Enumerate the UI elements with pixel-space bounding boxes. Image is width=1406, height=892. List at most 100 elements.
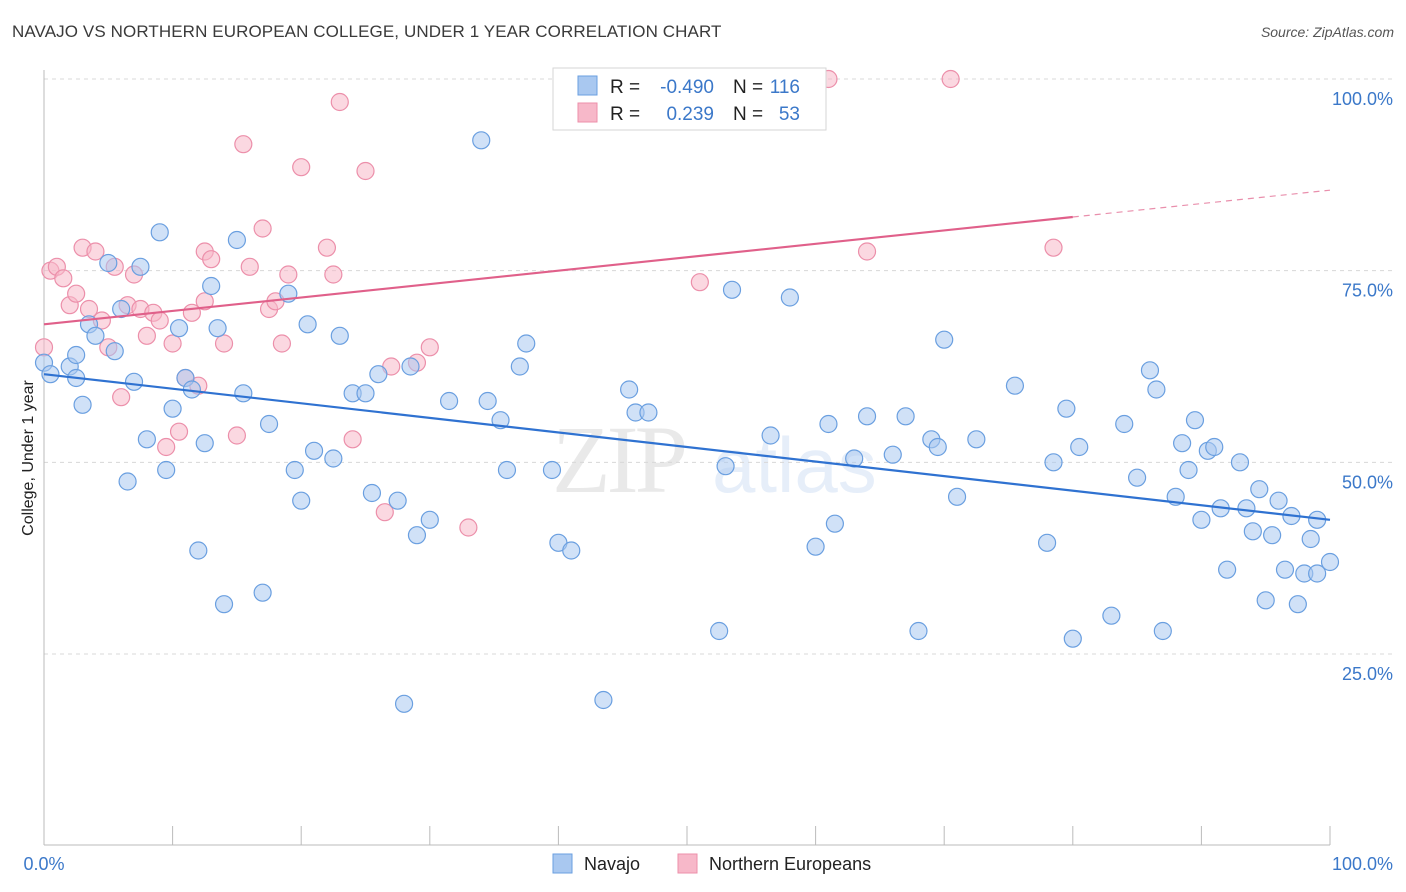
navajo-point: [780, 288, 799, 307]
navajo-point: [124, 372, 144, 391]
northern-europeans-point: [690, 273, 709, 292]
navajo-point: [472, 131, 491, 150]
series-legend: Navajo Northern Europeans: [552, 853, 871, 874]
navajo-point: [1140, 361, 1160, 380]
navajo-point: [189, 541, 208, 560]
northern-europeans-point: [279, 265, 298, 284]
navajo-point: [928, 437, 947, 457]
navajo-point: [1275, 560, 1295, 579]
legend-n-navajo: 116: [770, 77, 800, 98]
northern-europeans-point: [272, 334, 292, 353]
navajo-point: [1185, 411, 1205, 430]
navajo-point: [1308, 564, 1327, 583]
x-tick-label: 0.0%: [23, 854, 64, 874]
navajo-point: [67, 345, 86, 365]
northern-europeans-point: [240, 257, 259, 276]
navajo-point: [857, 407, 877, 426]
x-axis-ticks: 0.0% 100.0%: [23, 826, 1393, 874]
bottom-legend-navajo: Navajo: [584, 854, 640, 874]
navajo-point: [150, 223, 169, 242]
northern-europeans-point: [227, 426, 246, 445]
chart-title: NAVAJO VS NORTHERN EUROPEAN COLLEGE, UND…: [12, 22, 722, 41]
northern-europeans-point: [324, 265, 343, 284]
navajo-point: [169, 319, 189, 338]
northern-europeans-point: [420, 338, 439, 357]
northern-europeans-point: [857, 242, 877, 261]
navajo-point: [157, 460, 176, 480]
navajo-point: [73, 395, 92, 414]
navajo-point: [401, 357, 420, 376]
navajo-point: [388, 491, 407, 510]
navajo-point: [1057, 399, 1076, 418]
navajo-point: [439, 391, 459, 411]
navajo-point: [510, 357, 529, 376]
navajo-point: [1320, 552, 1340, 572]
navajo-point: [356, 384, 375, 403]
navajo-point: [935, 330, 954, 349]
navajo-point: [1127, 468, 1147, 487]
navajo-point: [1230, 453, 1250, 472]
gridlines: [44, 78, 1392, 655]
svg-text:ZIP: ZIP: [552, 406, 685, 513]
northern-europeans-point: [214, 334, 234, 353]
navajo-point: [1063, 629, 1082, 648]
navajo-point: [1179, 460, 1198, 480]
y-axis-label: College, Under 1 year: [20, 380, 37, 536]
navajo-point: [1037, 533, 1057, 552]
navajo-point: [967, 430, 986, 449]
axes: [43, 70, 1330, 846]
northern-europeans-point: [202, 250, 221, 269]
northern-europeans-point: [67, 284, 86, 303]
navajo-point: [542, 460, 562, 480]
northern-europeans-point: [253, 219, 272, 238]
navajo-point: [1301, 529, 1320, 549]
northern-europeans-point: [941, 69, 960, 89]
navajo-point: [118, 472, 137, 491]
northern-europeans-point: [169, 422, 189, 441]
navajo-point: [716, 457, 735, 476]
y-axis-ticks: 25.0% 50.0% 75.0% 100.0%: [1332, 89, 1393, 684]
navajo-point: [362, 483, 382, 503]
navajo-point: [819, 414, 838, 434]
navajo-point: [1070, 437, 1089, 457]
navajo-point: [1147, 380, 1166, 399]
navajo-point: [214, 595, 234, 614]
northern-europeans-point: [1044, 238, 1063, 257]
navajo-point: [131, 257, 150, 276]
legend-n-label-navajo: N =: [733, 77, 763, 98]
navajo-point: [99, 253, 118, 273]
northern-europeans-point: [137, 326, 156, 345]
navajo-point: [1263, 526, 1282, 545]
navajo-point: [1192, 510, 1211, 529]
navajo-point: [710, 621, 729, 641]
legend-r-north: 0.239: [666, 104, 714, 125]
navajo-point: [285, 460, 304, 480]
northern-europeans-point: [234, 135, 253, 154]
navajo-point: [562, 541, 581, 560]
navajo-point: [234, 384, 253, 403]
navajo-point: [639, 403, 658, 422]
bottom-legend-swatch-navajo: [552, 853, 573, 874]
northern-europeans-point: [54, 269, 73, 288]
navajo-point: [163, 399, 182, 418]
navajo-point: [86, 326, 105, 345]
navajo-point: [259, 414, 279, 434]
navajo-point: [1173, 434, 1192, 453]
correlation-legend: R = -0.490 N = 116 R = 0.239 N = 53: [552, 67, 827, 131]
navajo-point: [1243, 522, 1262, 541]
y-tick-label: 75.0%: [1342, 281, 1393, 301]
navajo-point: [227, 230, 246, 250]
northern-europeans-point: [112, 388, 131, 407]
navajo-trend-line: [43, 373, 1331, 521]
northern-europeans-point: [343, 430, 362, 449]
y-tick-label: 25.0%: [1342, 664, 1393, 684]
northern-europeans-trend-line: [43, 215, 1073, 326]
northern-europeans-point: [86, 242, 105, 261]
legend-n-north: 53: [779, 104, 800, 125]
northern-europeans-point: [195, 292, 214, 311]
navajo-point: [722, 280, 742, 299]
navajo-point: [324, 449, 343, 468]
navajo-point: [947, 487, 967, 506]
northern-europeans-point: [292, 158, 311, 177]
y-tick-label: 50.0%: [1342, 472, 1393, 492]
